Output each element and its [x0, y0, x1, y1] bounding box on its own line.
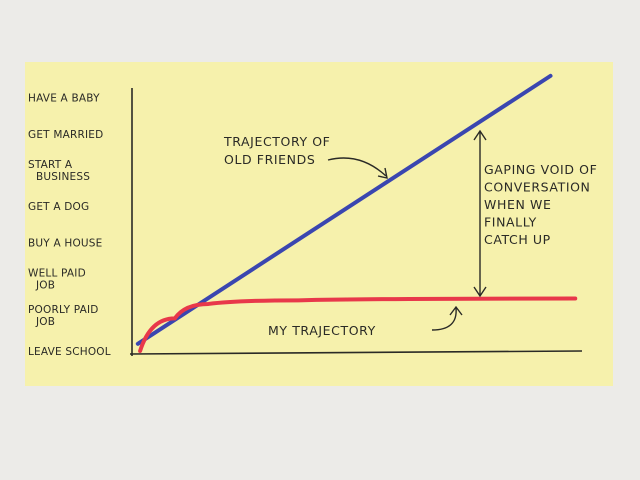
old-friends-label-line-1: TRAJECTORY OF [223, 134, 330, 149]
x-axis [129, 350, 583, 355]
old-friends-trajectory-line [135, 73, 553, 346]
y-tick-label: WELL PAID JOB [28, 268, 86, 292]
y-tick-label: HAVE A BABY [28, 93, 100, 105]
gap-annotation-line: CATCH UP [484, 232, 551, 247]
my-trajectory-line [138, 296, 578, 353]
old-friends-label-line-2: OLD FRIENDS [224, 152, 315, 167]
y-tick-label: POORLY PAID JOB [28, 304, 99, 328]
y-tick-label: START A BUSINESS [28, 159, 90, 183]
y-tick-label: BUY A HOUSE [28, 237, 103, 249]
y-tick-label: LEAVE SCHOOL [28, 346, 111, 358]
gap-double-arrow-icon [473, 129, 487, 298]
gap-annotation-line: FINALLY [484, 215, 537, 230]
gap-annotation-line: GAPING VOID OF [484, 162, 597, 177]
old-friends-arrow-icon [327, 157, 388, 179]
my-trajectory-arrow-icon [431, 305, 463, 331]
y-tick-label: GET MARRIED [28, 129, 103, 141]
gap-annotation-line: WHEN WE [484, 197, 551, 212]
gap-annotation-line: CONVERSATION [484, 180, 591, 195]
y-tick-label: GET A DOG [28, 201, 89, 213]
my-trajectory-label: MY TRAJECTORY [268, 323, 376, 338]
